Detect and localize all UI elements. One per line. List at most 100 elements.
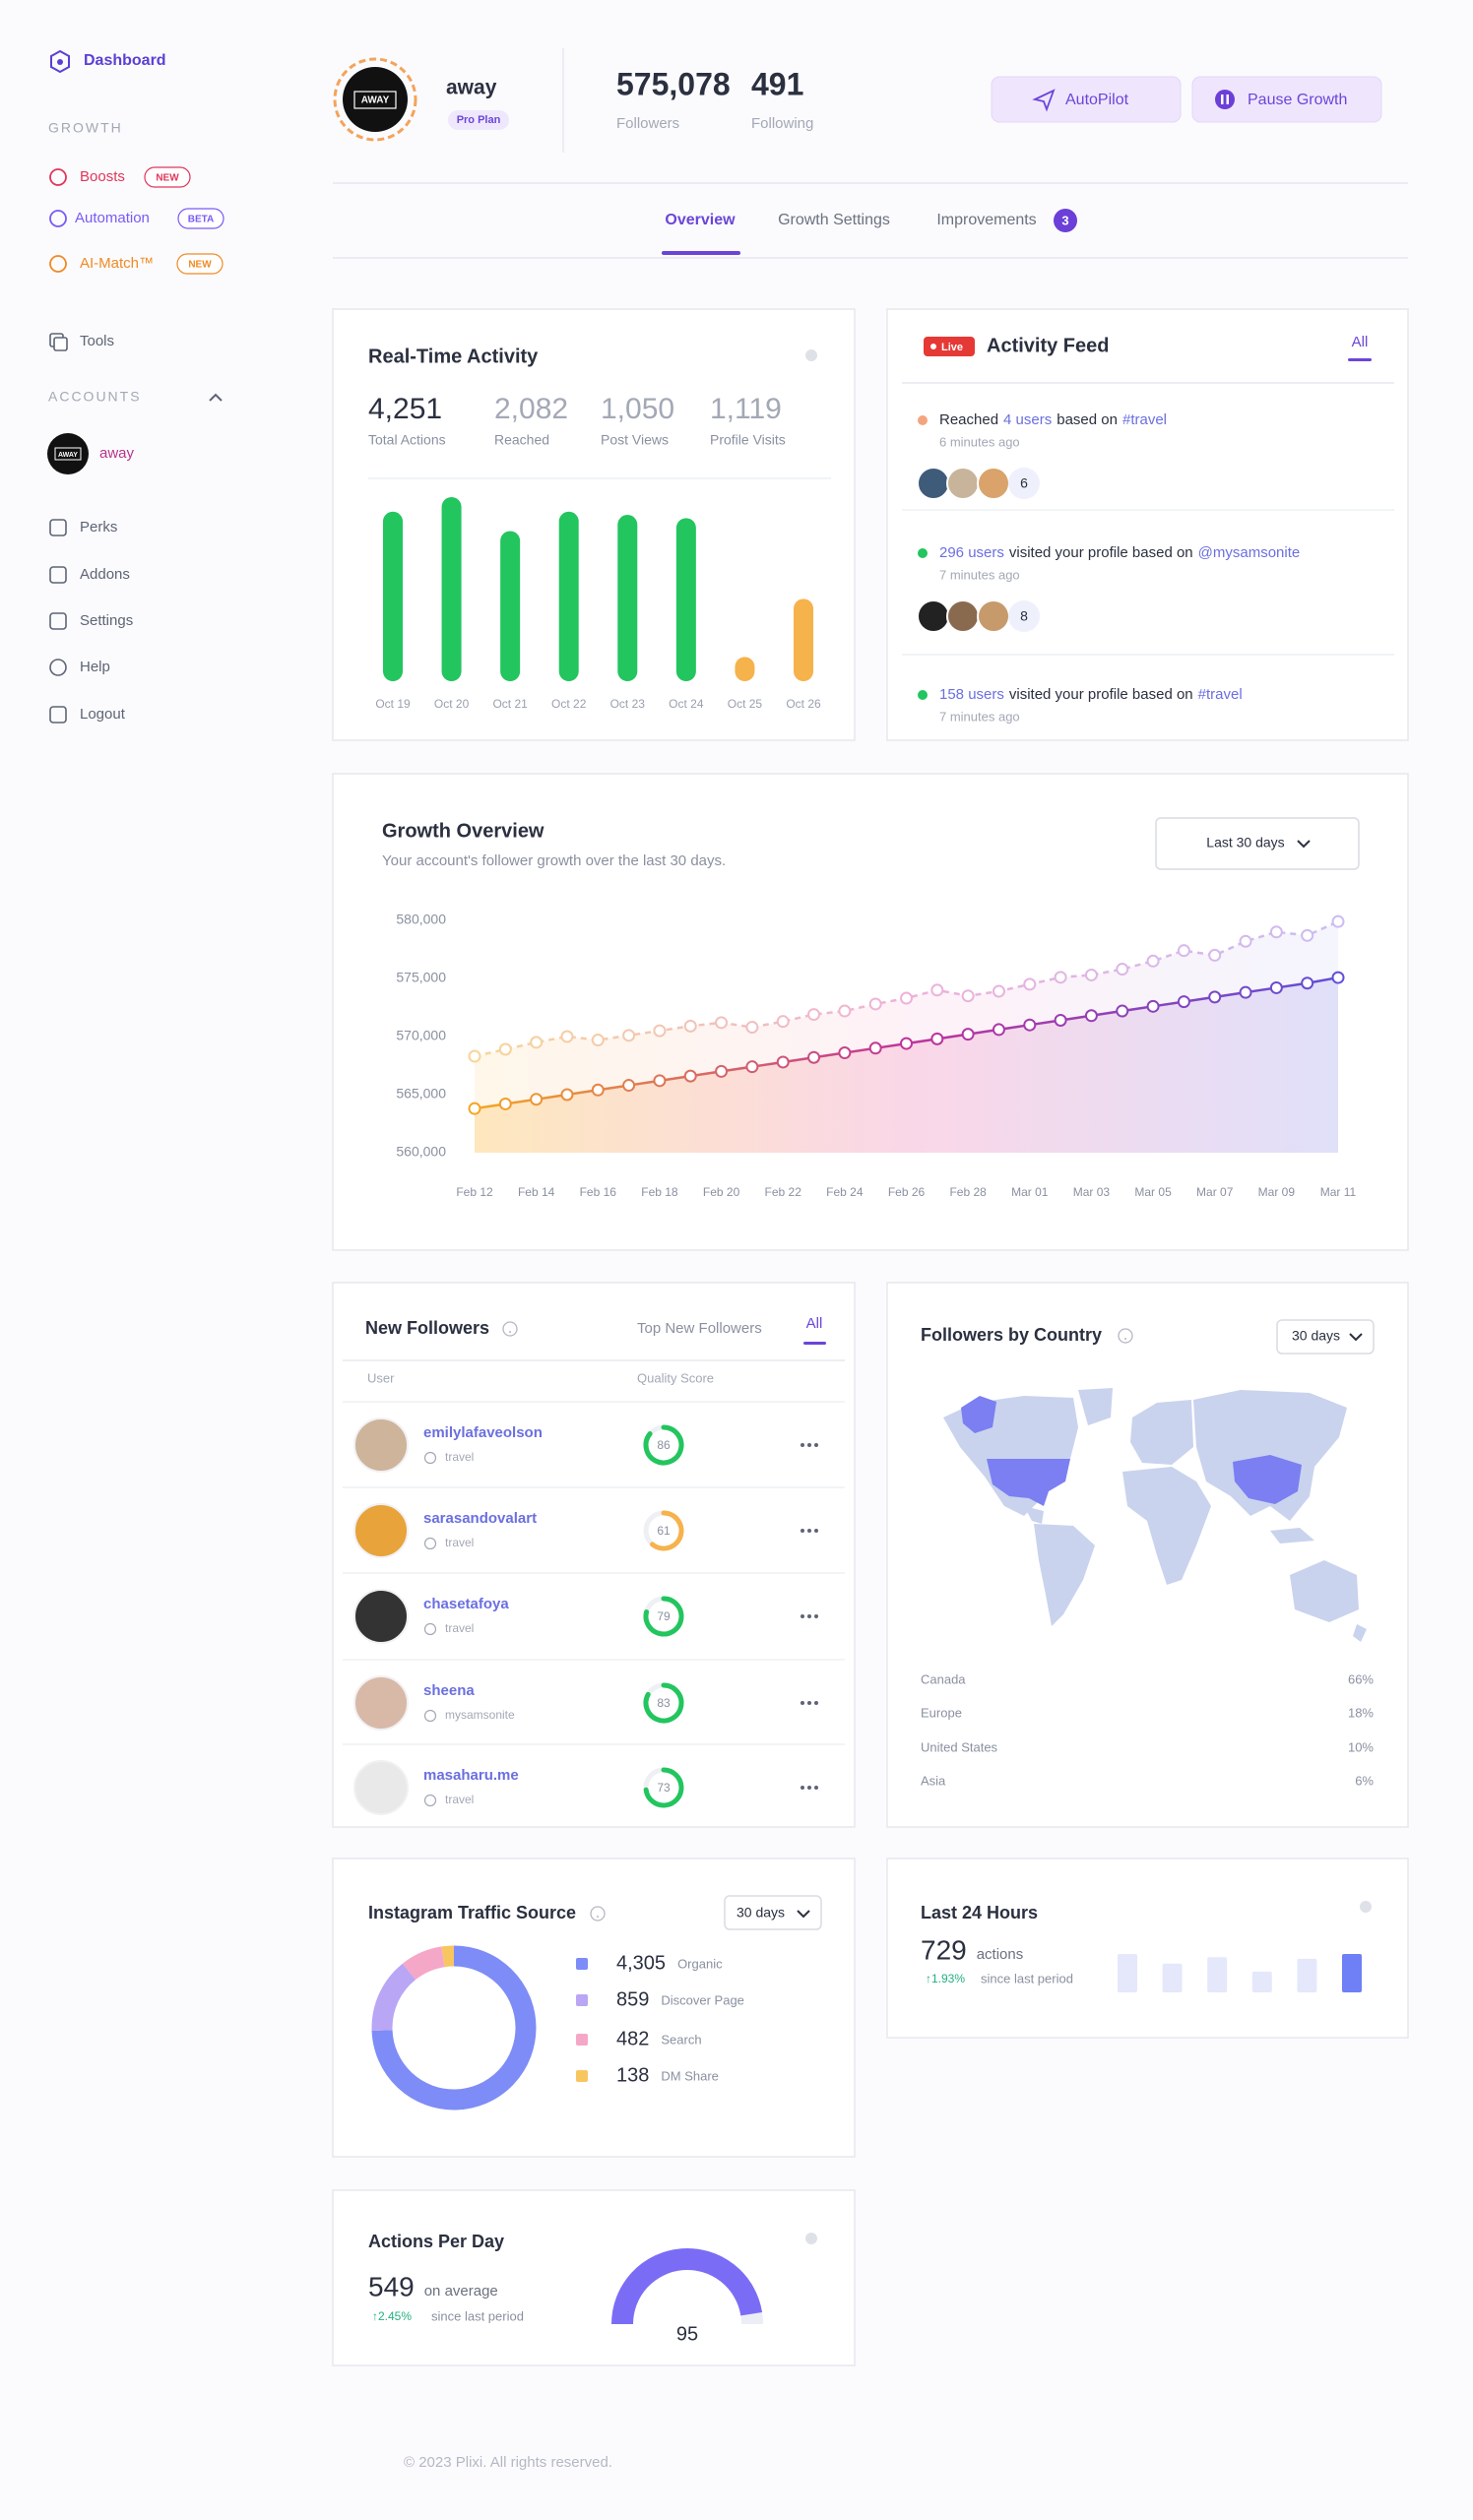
point xyxy=(1301,976,1314,990)
nav-item[interactable]: Logout xyxy=(80,706,126,723)
nav-item[interactable]: Addons xyxy=(80,566,130,583)
point xyxy=(961,989,975,1003)
collapse-icon xyxy=(209,393,223,402)
followers-tab[interactable]: All xyxy=(806,1315,823,1332)
stat-value: 575,078 xyxy=(616,66,731,101)
donut-segment xyxy=(371,1963,416,2031)
column-header: User xyxy=(367,1370,395,1385)
menu-dot xyxy=(814,1786,818,1790)
nav-item[interactable]: Settings xyxy=(80,612,133,629)
map-land-highlight xyxy=(1233,1455,1302,1504)
info-dot xyxy=(1360,1901,1372,1913)
kpi-change-label: since last period xyxy=(431,2308,524,2323)
x-tick-label: Oct 19 xyxy=(375,697,411,711)
feed-filter[interactable]: All xyxy=(1352,334,1369,350)
gauge-value xyxy=(611,2248,763,2325)
menu-dot xyxy=(814,1614,818,1618)
legend-value: 4,305 xyxy=(616,1952,666,1974)
card-title: Followers by Country xyxy=(921,1325,1102,1345)
area xyxy=(475,977,1338,1153)
feed-text: Reached 4 users based on #travel xyxy=(939,411,1167,428)
range-dropdown[interactable] xyxy=(724,1895,822,1930)
chevron xyxy=(1297,840,1311,849)
bar xyxy=(500,531,521,681)
user-name[interactable]: chasetafoya xyxy=(423,1596,509,1612)
button-label[interactable]: AutoPilot xyxy=(1065,92,1129,108)
user-name[interactable]: masaharu.me xyxy=(423,1767,519,1784)
metric-value: 4,251 xyxy=(368,393,442,425)
point xyxy=(1084,1009,1098,1023)
account-name[interactable]: away xyxy=(99,445,135,462)
followers-tab[interactable]: Top New Followers xyxy=(637,1320,762,1337)
tab[interactable]: Growth Settings xyxy=(778,212,890,228)
user-avatar xyxy=(353,1418,409,1473)
point xyxy=(900,1037,913,1050)
point xyxy=(807,1050,821,1064)
chevron xyxy=(797,1910,810,1919)
point xyxy=(1269,925,1283,939)
point xyxy=(1146,954,1160,968)
user-avatar xyxy=(353,1589,409,1644)
nav-item[interactable]: Automation xyxy=(75,210,150,226)
nav-icon xyxy=(49,612,67,630)
y-tick-label: 570,000 xyxy=(396,1028,446,1043)
feed-prefix: Reached xyxy=(939,411,998,428)
feed-text: 296 users visited your profile based on @m… xyxy=(939,544,1300,561)
x-tick-label: Oct 26 xyxy=(786,697,821,711)
feed-count: 158 users xyxy=(939,686,1004,703)
x-tick-label: Feb 20 xyxy=(703,1185,740,1199)
country-name: Asia xyxy=(921,1773,946,1788)
point xyxy=(1177,995,1190,1009)
menu-dot xyxy=(814,1443,818,1447)
nav-item[interactable]: AI-Match™ xyxy=(80,255,154,272)
bar xyxy=(558,511,579,681)
nav-item[interactable]: Boosts xyxy=(80,168,125,185)
user-avatar xyxy=(917,467,950,500)
last24-card xyxy=(886,1858,1409,2039)
point xyxy=(745,1021,759,1035)
user-avatar xyxy=(977,467,1010,500)
score-ring xyxy=(643,1424,684,1466)
kpi-value: 729 xyxy=(921,1934,967,1965)
score-ring xyxy=(643,1596,684,1637)
dropdown-label[interactable]: 30 days xyxy=(1292,1328,1340,1344)
user-name[interactable]: emilylafaveolson xyxy=(423,1424,543,1441)
dropdown-label[interactable]: 30 days xyxy=(736,1905,785,1921)
tag-icon xyxy=(423,1794,437,1807)
tab[interactable]: Overview xyxy=(665,212,736,228)
user-name[interactable]: sheena xyxy=(423,1682,475,1699)
point xyxy=(776,1055,790,1069)
x-tick-label: Oct 21 xyxy=(492,697,528,711)
header-button[interactable] xyxy=(991,76,1182,123)
user-tag: travel xyxy=(445,1536,474,1549)
range-dropdown[interactable] xyxy=(1276,1319,1375,1354)
point xyxy=(1084,968,1098,981)
brand-icon-dot xyxy=(57,59,63,65)
user-avatar xyxy=(977,599,1010,633)
metric-label: Total Actions xyxy=(368,432,446,448)
score-ring xyxy=(650,1510,684,1551)
more-count: 8 xyxy=(1020,608,1028,624)
header-button[interactable] xyxy=(1191,76,1382,123)
button-label[interactable]: Pause Growth xyxy=(1248,92,1347,108)
nav-badge xyxy=(177,208,224,229)
world-map xyxy=(943,1388,1367,1642)
chevron xyxy=(1349,1333,1363,1342)
nav-dashboard[interactable]: Dashboard xyxy=(84,52,166,69)
profile-logo-frame xyxy=(353,91,397,109)
score-label: 61 xyxy=(657,1524,671,1538)
range-dropdown[interactable] xyxy=(1155,817,1360,870)
dropdown-label[interactable]: Last 30 days xyxy=(1206,835,1284,850)
mini-bar xyxy=(1251,1971,1272,1992)
user-avatar xyxy=(917,599,950,633)
nav-item[interactable]: Perks xyxy=(80,519,117,536)
tab[interactable]: Improvements xyxy=(936,212,1036,228)
score-label: 73 xyxy=(657,1781,671,1795)
nav-item[interactable]: Help xyxy=(80,659,110,675)
user-name[interactable]: sarasandovalart xyxy=(423,1510,537,1527)
x-tick-label: Oct 22 xyxy=(551,697,587,711)
country-name: Canada xyxy=(921,1671,966,1686)
plan-pill xyxy=(448,110,509,130)
nav-item[interactable]: Tools xyxy=(80,333,114,349)
more-bubble xyxy=(1008,600,1040,632)
